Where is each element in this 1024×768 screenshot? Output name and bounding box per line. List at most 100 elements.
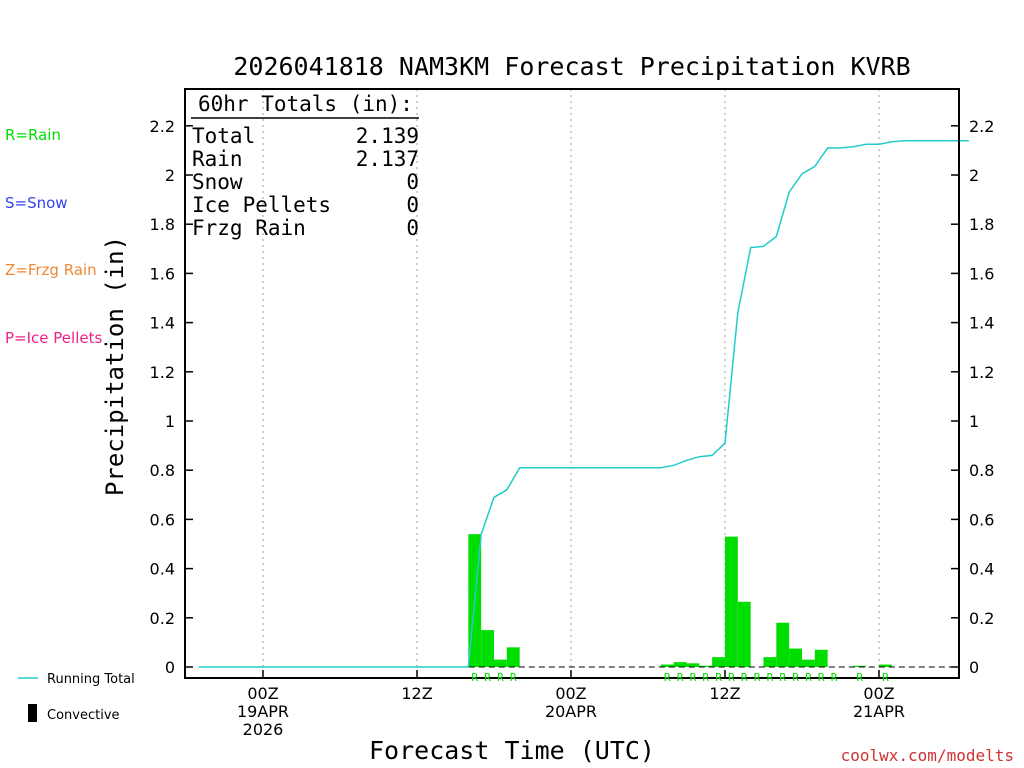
totals-row-value: 2.137 — [356, 147, 419, 171]
y-axis-label: Precipitation (in) — [101, 236, 129, 496]
ptype-marker: R — [882, 671, 889, 684]
rain-bar — [814, 649, 828, 667]
rain-bar — [493, 659, 507, 667]
x-tick-label: 00Z — [863, 684, 894, 703]
totals-row-value: 2.139 — [356, 124, 419, 148]
rain-bar — [481, 630, 494, 667]
totals-box: 60hr Totals (in): Total 2.139 Rain 2.137 Sno… — [191, 92, 419, 240]
ptype-marker: R — [856, 671, 863, 684]
rain-bar — [673, 662, 687, 667]
ptype-marker: R — [715, 671, 722, 684]
rain-bars — [468, 534, 892, 667]
totals-row-value: 0 — [406, 170, 419, 194]
legend-rain: R=Rain — [5, 126, 61, 144]
rain-bar — [737, 601, 751, 667]
x-tick-label: 2026 — [243, 720, 284, 739]
rain-bar — [853, 665, 867, 667]
totals-row-label: Rain — [192, 147, 243, 171]
ptype-marker: R — [754, 671, 761, 684]
chart-title: 2026041818 NAM3KM Forecast Precipitation… — [233, 52, 910, 81]
ptype-marker: R — [664, 671, 671, 684]
y-tick-label-left: 0 — [165, 658, 175, 677]
rain-bar — [712, 657, 725, 667]
y-tick-label-left: 0.4 — [150, 560, 175, 579]
ptype-marker: R — [767, 671, 774, 684]
totals-row-label: Total — [192, 124, 255, 148]
x-tick-label: 19APR — [237, 702, 289, 721]
rain-bar — [699, 665, 713, 667]
ptype-marker: R — [818, 671, 825, 684]
y-tick-label-left: 0.6 — [150, 510, 175, 529]
running-total-line — [198, 140, 969, 668]
legend-snow: S=Snow — [5, 193, 68, 212]
convective-legend-label: Convective — [47, 708, 120, 723]
y-tick-label-right: 0.2 — [969, 609, 994, 628]
y-tick-label-right: 0.4 — [969, 560, 994, 579]
ptype-marker: R — [471, 671, 478, 684]
totals-header: 60hr Totals (in): — [198, 92, 413, 116]
totals-row-value: 0 — [406, 193, 419, 217]
running-total-legend-label: Running Total — [47, 672, 135, 687]
ptype-marker: R — [779, 671, 786, 684]
legend-ice-pellets: P=Ice Pellets — [5, 328, 103, 347]
y-tick-label-right: 1.6 — [969, 264, 994, 283]
ptype-marker: R — [484, 671, 491, 684]
rain-bar — [724, 536, 738, 667]
y-tick-label-right: 1 — [969, 412, 979, 431]
x-axis-label: Forecast Time (UTC) — [369, 736, 655, 765]
rain-bar — [763, 657, 777, 667]
y-tick-label-right: 0 — [969, 658, 979, 677]
y-tick-label-left: 1 — [165, 412, 175, 431]
ptype-marker: R — [741, 671, 748, 684]
y-tick-label-left: 0.2 — [150, 609, 175, 628]
ptype-marker: R — [792, 671, 799, 684]
totals-row-label: Frzg Rain — [192, 216, 306, 240]
y-tick-label-right: 0.6 — [969, 510, 994, 529]
x-tick-label: 12Z — [709, 684, 740, 703]
x-tick-label: 00Z — [555, 684, 586, 703]
x-tick-label: 00Z — [247, 684, 278, 703]
legend-frzg-rain: Z=Frzg Rain — [5, 261, 97, 279]
totals-row-label: Ice Pellets — [192, 193, 331, 217]
totals-row-value: 0 — [406, 216, 419, 240]
rain-bar — [660, 664, 674, 667]
ptype-marker: R — [702, 671, 709, 684]
grid-lines — [262, 89, 880, 678]
ptype-marker: R — [831, 671, 838, 684]
ptype-marker: R — [677, 671, 684, 684]
x-tick-label: 12Z — [401, 684, 432, 703]
y-tick-label-right: 1.8 — [969, 215, 994, 234]
y-tick-label-right: 2.2 — [969, 117, 994, 136]
rain-bar — [878, 664, 892, 667]
rain-bar — [686, 663, 700, 667]
watermark: coolwx.com/modelts — [841, 746, 1014, 765]
x-tick-label: 21APR — [853, 702, 905, 721]
ptype-marker: R — [510, 671, 517, 684]
x-tick-label: 20APR — [545, 702, 597, 721]
totals-row-label: Snow — [192, 170, 243, 194]
y-tick-label-left: 1.4 — [150, 314, 175, 333]
y-tick-label-left: 2 — [165, 166, 175, 185]
y-tick-label-right: 2 — [969, 166, 979, 185]
y-tick-label-right: 1.2 — [969, 363, 994, 382]
ptype-marker: R — [690, 671, 697, 684]
ptype-legend: R=Rain S=Snow Z=Frzg Rain P=Ice Pellets — [5, 79, 102, 372]
y-tick-label-left: 1.8 — [150, 215, 175, 234]
ptype-marker: R — [805, 671, 812, 684]
ptype-marker: R — [497, 671, 504, 684]
rain-bar — [801, 659, 815, 667]
ptype-marker: R — [728, 671, 735, 684]
y-tick-label-left: 1.6 — [150, 264, 175, 283]
y-tick-label-left: 2.2 — [150, 117, 175, 136]
plot-frame — [184, 88, 960, 679]
convective-legend-swatch — [28, 704, 37, 722]
rain-bar — [789, 648, 802, 667]
rain-bar — [776, 622, 790, 667]
y-tick-label-right: 0.8 — [969, 461, 994, 480]
y-tick-label-left: 1.2 — [150, 363, 175, 382]
y-tick-label-left: 0.8 — [150, 461, 175, 480]
y-axis-ticks: 0 00.2 0.20.4 0.40.6 0.60.8 0.81 11.2 1.21.4 1.4… — [150, 117, 995, 677]
